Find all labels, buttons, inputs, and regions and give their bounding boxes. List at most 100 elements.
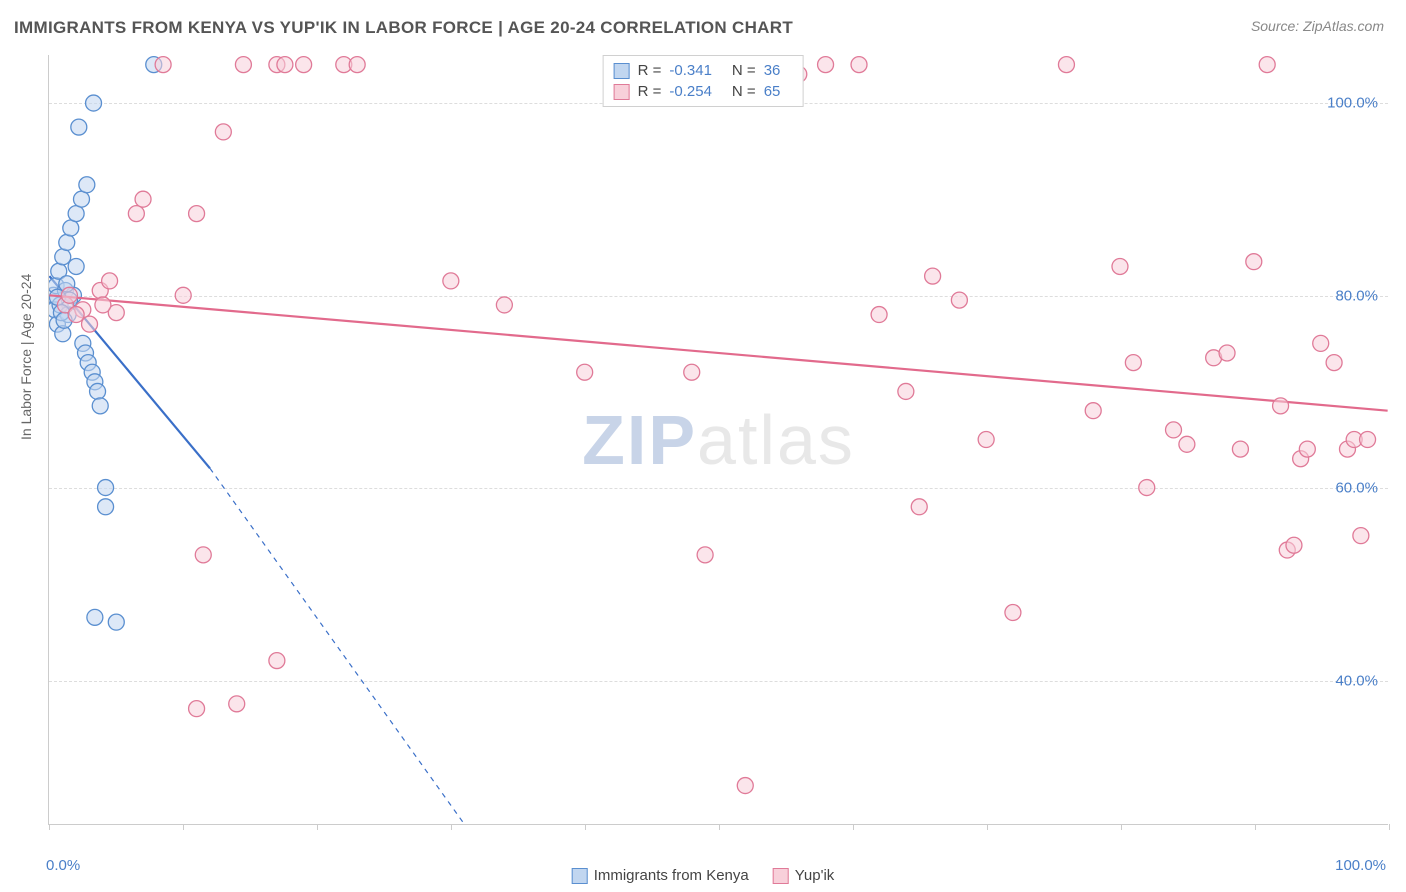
data-point-kenya: [63, 220, 79, 236]
r-value: -0.254: [669, 83, 712, 100]
data-point-yupik: [911, 499, 927, 515]
data-point-yupik: [818, 57, 834, 73]
data-point-yupik: [1139, 480, 1155, 496]
x-tick: [1255, 824, 1256, 830]
legend-stats: R = -0.341 N = 36 R = -0.254 N = 65: [603, 55, 804, 107]
data-point-yupik: [229, 696, 245, 712]
r-label: R =: [638, 62, 662, 79]
data-point-yupik: [1058, 57, 1074, 73]
data-point-yupik: [697, 547, 713, 563]
data-point-kenya: [71, 119, 87, 135]
data-point-kenya: [68, 258, 84, 274]
legend-series: Immigrants from Kenya Yup'ik: [572, 867, 835, 884]
data-point-yupik: [175, 287, 191, 303]
data-point-yupik: [95, 297, 111, 313]
n-label: N =: [732, 62, 756, 79]
plot-area: ZIPatlas 40.0%60.0%80.0%100.0%: [48, 55, 1388, 825]
x-tick: [451, 824, 452, 830]
x-axis-max-label: 100.0%: [1335, 857, 1386, 874]
data-point-kenya: [87, 609, 103, 625]
regression-line-dashed-kenya: [210, 468, 464, 824]
legend-stats-row-kenya: R = -0.341 N = 36: [614, 60, 793, 81]
legend-stats-row-yupik: R = -0.254 N = 65: [614, 81, 793, 102]
data-point-kenya: [73, 191, 89, 207]
data-point-yupik: [1353, 528, 1369, 544]
data-point-yupik: [215, 124, 231, 140]
data-point-yupik: [1179, 436, 1195, 452]
data-point-yupik: [443, 273, 459, 289]
x-axis-min-label: 0.0%: [46, 857, 80, 874]
data-point-yupik: [978, 432, 994, 448]
n-label: N =: [732, 83, 756, 100]
data-point-yupik: [1299, 441, 1315, 457]
data-point-yupik: [577, 364, 593, 380]
r-value: -0.341: [669, 62, 712, 79]
data-point-yupik: [1273, 398, 1289, 414]
data-point-yupik: [296, 57, 312, 73]
data-point-kenya: [59, 234, 75, 250]
data-point-yupik: [925, 268, 941, 284]
regression-line-yupik: [49, 295, 1387, 410]
data-point-yupik: [1326, 355, 1342, 371]
data-point-yupik: [1360, 432, 1376, 448]
data-point-yupik: [1259, 57, 1275, 73]
data-point-yupik: [496, 297, 512, 313]
data-point-yupik: [269, 653, 285, 669]
data-point-yupik: [1313, 335, 1329, 351]
data-point-yupik: [684, 364, 700, 380]
data-point-yupik: [155, 57, 171, 73]
data-point-kenya: [68, 206, 84, 222]
data-point-yupik: [102, 273, 118, 289]
r-label: R =: [638, 83, 662, 100]
data-point-yupik: [951, 292, 967, 308]
x-tick: [987, 824, 988, 830]
legend-item-yupik: Yup'ik: [773, 867, 835, 884]
swatch-icon: [572, 868, 588, 884]
x-tick: [183, 824, 184, 830]
data-point-kenya: [90, 383, 106, 399]
data-point-yupik: [1232, 441, 1248, 457]
data-point-yupik: [1166, 422, 1182, 438]
data-point-yupik: [1112, 258, 1128, 274]
data-point-yupik: [135, 191, 151, 207]
data-point-kenya: [92, 398, 108, 414]
chart-svg: [49, 55, 1388, 824]
y-axis-label: In Labor Force | Age 20-24: [18, 274, 34, 440]
data-point-kenya: [98, 499, 114, 515]
x-tick: [585, 824, 586, 830]
swatch-icon: [614, 63, 630, 79]
legend-item-kenya: Immigrants from Kenya: [572, 867, 749, 884]
data-point-yupik: [1085, 403, 1101, 419]
data-point-yupik: [1125, 355, 1141, 371]
legend-label: Yup'ik: [795, 867, 835, 884]
x-tick: [1389, 824, 1390, 830]
data-point-yupik: [737, 778, 753, 794]
data-point-kenya: [98, 480, 114, 496]
x-tick: [719, 824, 720, 830]
data-point-yupik: [277, 57, 293, 73]
legend-label: Immigrants from Kenya: [594, 867, 749, 884]
x-tick: [317, 824, 318, 830]
swatch-icon: [773, 868, 789, 884]
data-point-yupik: [82, 316, 98, 332]
data-point-kenya: [86, 95, 102, 111]
data-point-kenya: [55, 249, 71, 265]
data-point-yupik: [1005, 605, 1021, 621]
data-point-yupik: [195, 547, 211, 563]
data-point-yupik: [68, 307, 84, 323]
x-tick: [853, 824, 854, 830]
data-point-yupik: [61, 287, 77, 303]
data-point-yupik: [1286, 537, 1302, 553]
data-point-kenya: [108, 614, 124, 630]
data-point-yupik: [189, 206, 205, 222]
chart-title: IMMIGRANTS FROM KENYA VS YUP'IK IN LABOR…: [14, 18, 793, 38]
data-point-yupik: [189, 701, 205, 717]
n-value: 36: [764, 62, 781, 79]
x-tick: [49, 824, 50, 830]
data-point-yupik: [1219, 345, 1235, 361]
n-value: 65: [764, 83, 781, 100]
data-point-yupik: [898, 383, 914, 399]
swatch-icon: [614, 84, 630, 100]
data-point-yupik: [851, 57, 867, 73]
data-point-yupik: [235, 57, 251, 73]
